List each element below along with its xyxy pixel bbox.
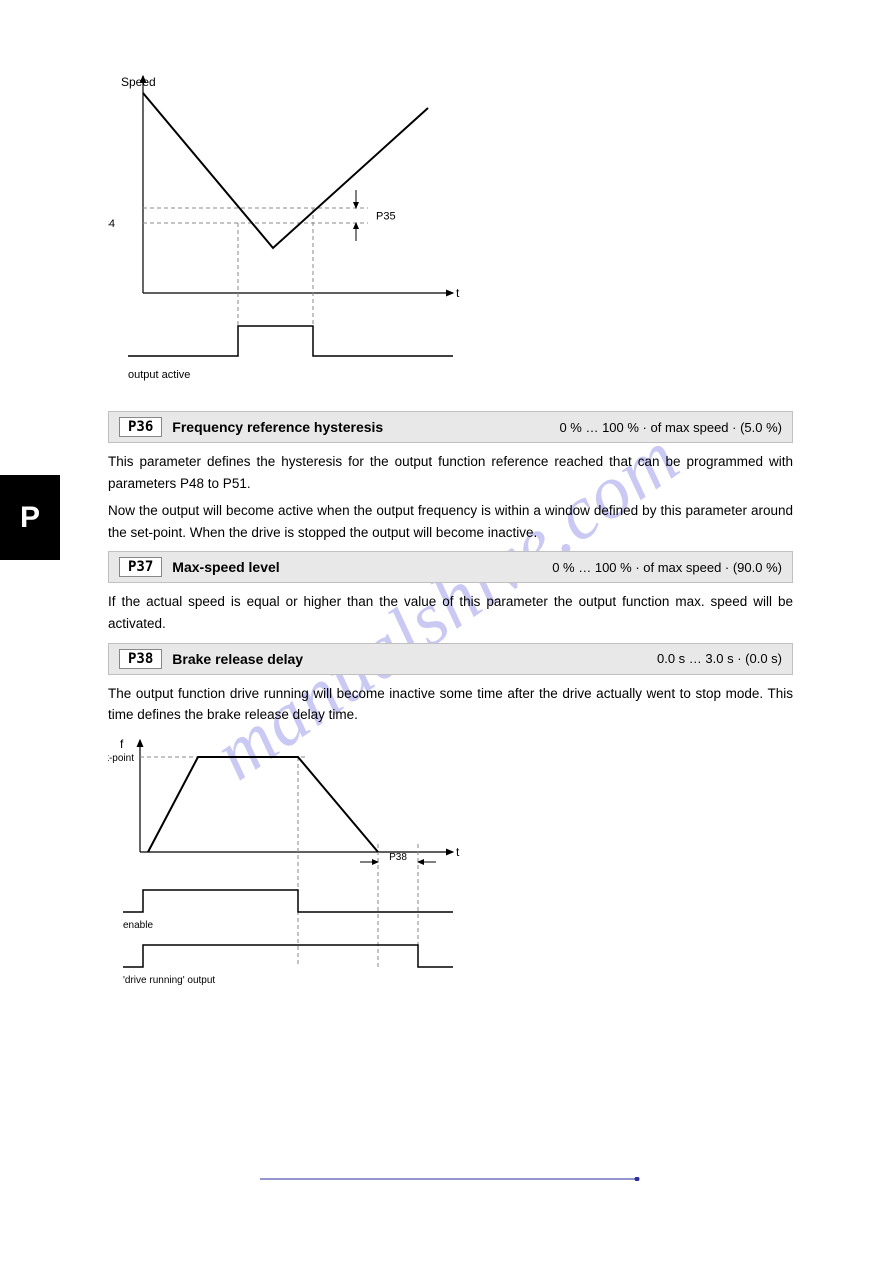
svg-text:f: f — [120, 737, 124, 751]
param-desc: Now the output will become active when t… — [108, 500, 793, 543]
param-header-p36: P36 Frequency reference hysteresis 0 % …… — [108, 411, 793, 443]
svg-text:'drive running' output: 'drive running' output — [123, 975, 215, 986]
svg-text:t: t — [456, 845, 460, 859]
svg-text:output active: output active — [128, 369, 190, 381]
speed-threshold-diagram: Speed P34 P35 t output active — [108, 68, 468, 403]
param-name: Frequency reference hysteresis — [172, 419, 383, 435]
param-code: P38 — [119, 649, 162, 669]
param-code: P36 — [119, 417, 162, 437]
main-content: Speed P34 P35 t output active P36 Frequency … — [108, 68, 793, 992]
svg-text:enable: enable — [123, 920, 153, 931]
footer-line — [70, 1177, 830, 1181]
param-code: P37 — [119, 557, 162, 577]
param-range: 0.0 s … 3.0 s · (0.0 s) — [657, 651, 782, 666]
svg-text:Speed: Speed — [121, 75, 156, 89]
param-header-p38: P38 Brake release delay 0.0 s … 3.0 s · … — [108, 643, 793, 675]
page-section-tab: P — [0, 475, 60, 560]
param-desc: This parameter defines the hysteresis fo… — [108, 451, 793, 494]
param-range: 0 % … 100 % · of max speed · (5.0 %) — [559, 420, 782, 435]
param-desc: The output function drive running will b… — [108, 683, 793, 726]
param-header-p37: P37 Max-speed level 0 % … 100 % · of max… — [108, 551, 793, 583]
param-name: Brake release delay — [172, 651, 303, 667]
brake-release-diagram: P38 f set-point t enable 'drive running' outp… — [108, 732, 468, 992]
svg-text:P34: P34 — [108, 218, 115, 230]
param-name: Max-speed level — [172, 559, 279, 575]
svg-text:set-point: set-point — [108, 753, 134, 764]
param-range: 0 % … 100 % · of max speed · (90.0 %) — [552, 560, 782, 575]
svg-text:t: t — [456, 286, 460, 300]
param-desc: If the actual speed is equal or higher t… — [108, 591, 793, 634]
svg-text:P38: P38 — [389, 852, 407, 863]
svg-text:P35: P35 — [376, 211, 396, 223]
